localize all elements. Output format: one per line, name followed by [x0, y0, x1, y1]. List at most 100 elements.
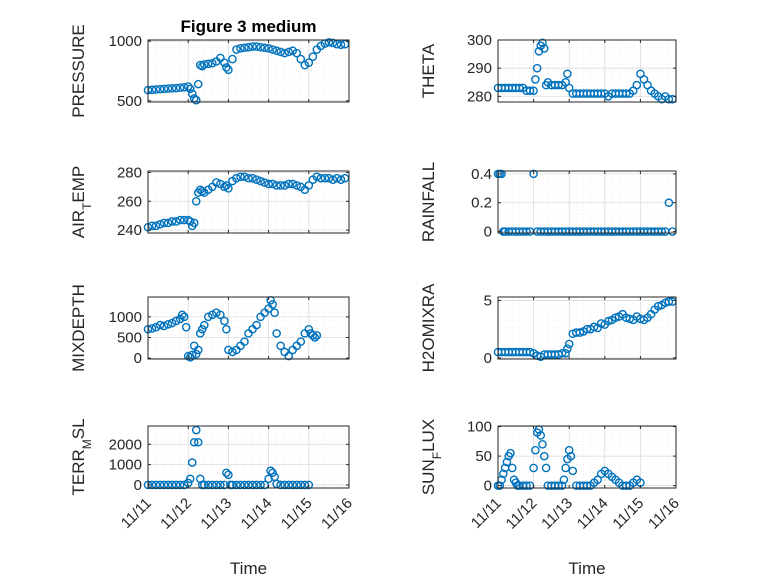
x-axis-label: Time — [568, 559, 605, 578]
data-point — [175, 215, 185, 225]
data-point — [506, 448, 515, 458]
data-point — [256, 42, 265, 52]
data-point — [596, 89, 606, 98]
axes-frame — [497, 39, 677, 103]
data-point — [332, 173, 342, 183]
x-axis-label: Time — [230, 559, 267, 578]
data-point — [499, 469, 508, 479]
data-point — [191, 196, 201, 206]
x-tick-label: 11/14 — [574, 495, 612, 533]
data-point — [288, 179, 298, 189]
data-point — [502, 457, 512, 467]
data-point — [236, 172, 245, 182]
chart-title: Figure 3 medium — [180, 17, 316, 36]
data-point — [632, 80, 642, 90]
x-tick-label: 11/16 — [645, 495, 683, 533]
data-point — [185, 84, 195, 94]
data-point — [236, 44, 245, 53]
data-point — [292, 181, 302, 190]
x-tick-label: 11/11 — [468, 495, 505, 532]
data-point — [155, 480, 165, 490]
data-point — [522, 227, 531, 236]
data-point — [181, 322, 191, 332]
data-point — [177, 310, 187, 320]
data-point — [224, 65, 233, 75]
data-point — [155, 220, 165, 229]
data-point — [328, 175, 338, 184]
data-point — [248, 480, 257, 490]
y-tick-label: 0 — [484, 224, 492, 241]
data-point — [568, 466, 578, 476]
x-tick-label: 11/15 — [278, 495, 316, 533]
data-point — [268, 300, 277, 309]
y-axis-label: MIXDEPTH — [69, 284, 88, 372]
data-point — [664, 198, 674, 208]
data-point — [252, 175, 261, 184]
data-point — [187, 350, 197, 360]
data-point — [561, 463, 570, 473]
data-point — [332, 39, 342, 49]
y-tick-label: 300 — [467, 32, 492, 49]
data-point — [589, 322, 599, 332]
data-point — [208, 310, 217, 320]
data-point — [276, 341, 285, 351]
data-point — [199, 320, 209, 330]
data-point — [308, 52, 318, 61]
data-point — [244, 173, 253, 183]
data-point — [296, 337, 306, 346]
data-point — [240, 43, 249, 53]
data-point — [167, 318, 177, 328]
data-point — [563, 344, 572, 353]
data-point — [575, 328, 585, 337]
data-point — [175, 83, 185, 92]
data-point — [159, 84, 169, 94]
y-axis-label: THETA — [419, 43, 438, 98]
data-point — [300, 480, 310, 490]
y-tick-label: 5 — [484, 292, 492, 309]
data-point — [159, 321, 169, 331]
data-point — [222, 324, 231, 334]
data-point — [155, 320, 165, 330]
data-point — [167, 217, 177, 226]
data-point — [220, 316, 229, 326]
data-point — [312, 172, 322, 182]
data-point — [276, 480, 285, 490]
data-point — [539, 451, 549, 461]
data-point — [284, 351, 294, 361]
data-point — [151, 85, 161, 94]
x-tick-label: 11/14 — [238, 495, 276, 533]
y-axis-label: RAINFALL — [419, 162, 438, 242]
data-point — [179, 215, 189, 225]
data-point — [208, 58, 217, 68]
x-tick-label: 11/12 — [157, 495, 195, 533]
x-tick-label: 11/11 — [118, 495, 155, 532]
data-point — [563, 69, 572, 79]
data-point — [236, 480, 245, 490]
data-point — [328, 38, 338, 48]
data-point — [224, 470, 233, 480]
data-point — [187, 458, 197, 467]
data-point — [155, 84, 165, 94]
y-tick-label: 260 — [117, 193, 142, 210]
data-point — [621, 89, 631, 98]
y-tick-label: 100 — [467, 419, 492, 436]
data-point — [240, 480, 249, 490]
data-point — [557, 481, 567, 490]
data-point — [163, 319, 173, 329]
data-point — [529, 169, 538, 179]
y-tick-label: 50 — [475, 448, 492, 465]
data-point — [222, 63, 231, 72]
data-point — [179, 312, 189, 322]
data-point — [296, 54, 306, 64]
y-axis-label: AIRTEMP — [69, 166, 94, 239]
data-point — [212, 308, 221, 318]
data-point — [151, 322, 161, 332]
y-tick-label: 0 — [484, 350, 492, 367]
data-point — [280, 48, 289, 58]
data-point — [222, 468, 231, 478]
y-axis-label: H2OMIXRA — [419, 283, 438, 372]
data-point — [212, 178, 221, 187]
y-tick-label: 280 — [117, 164, 142, 181]
subplot-mixdepth: 0 500 1000 MIXDEPTH — [69, 284, 350, 372]
data-point — [212, 480, 221, 490]
